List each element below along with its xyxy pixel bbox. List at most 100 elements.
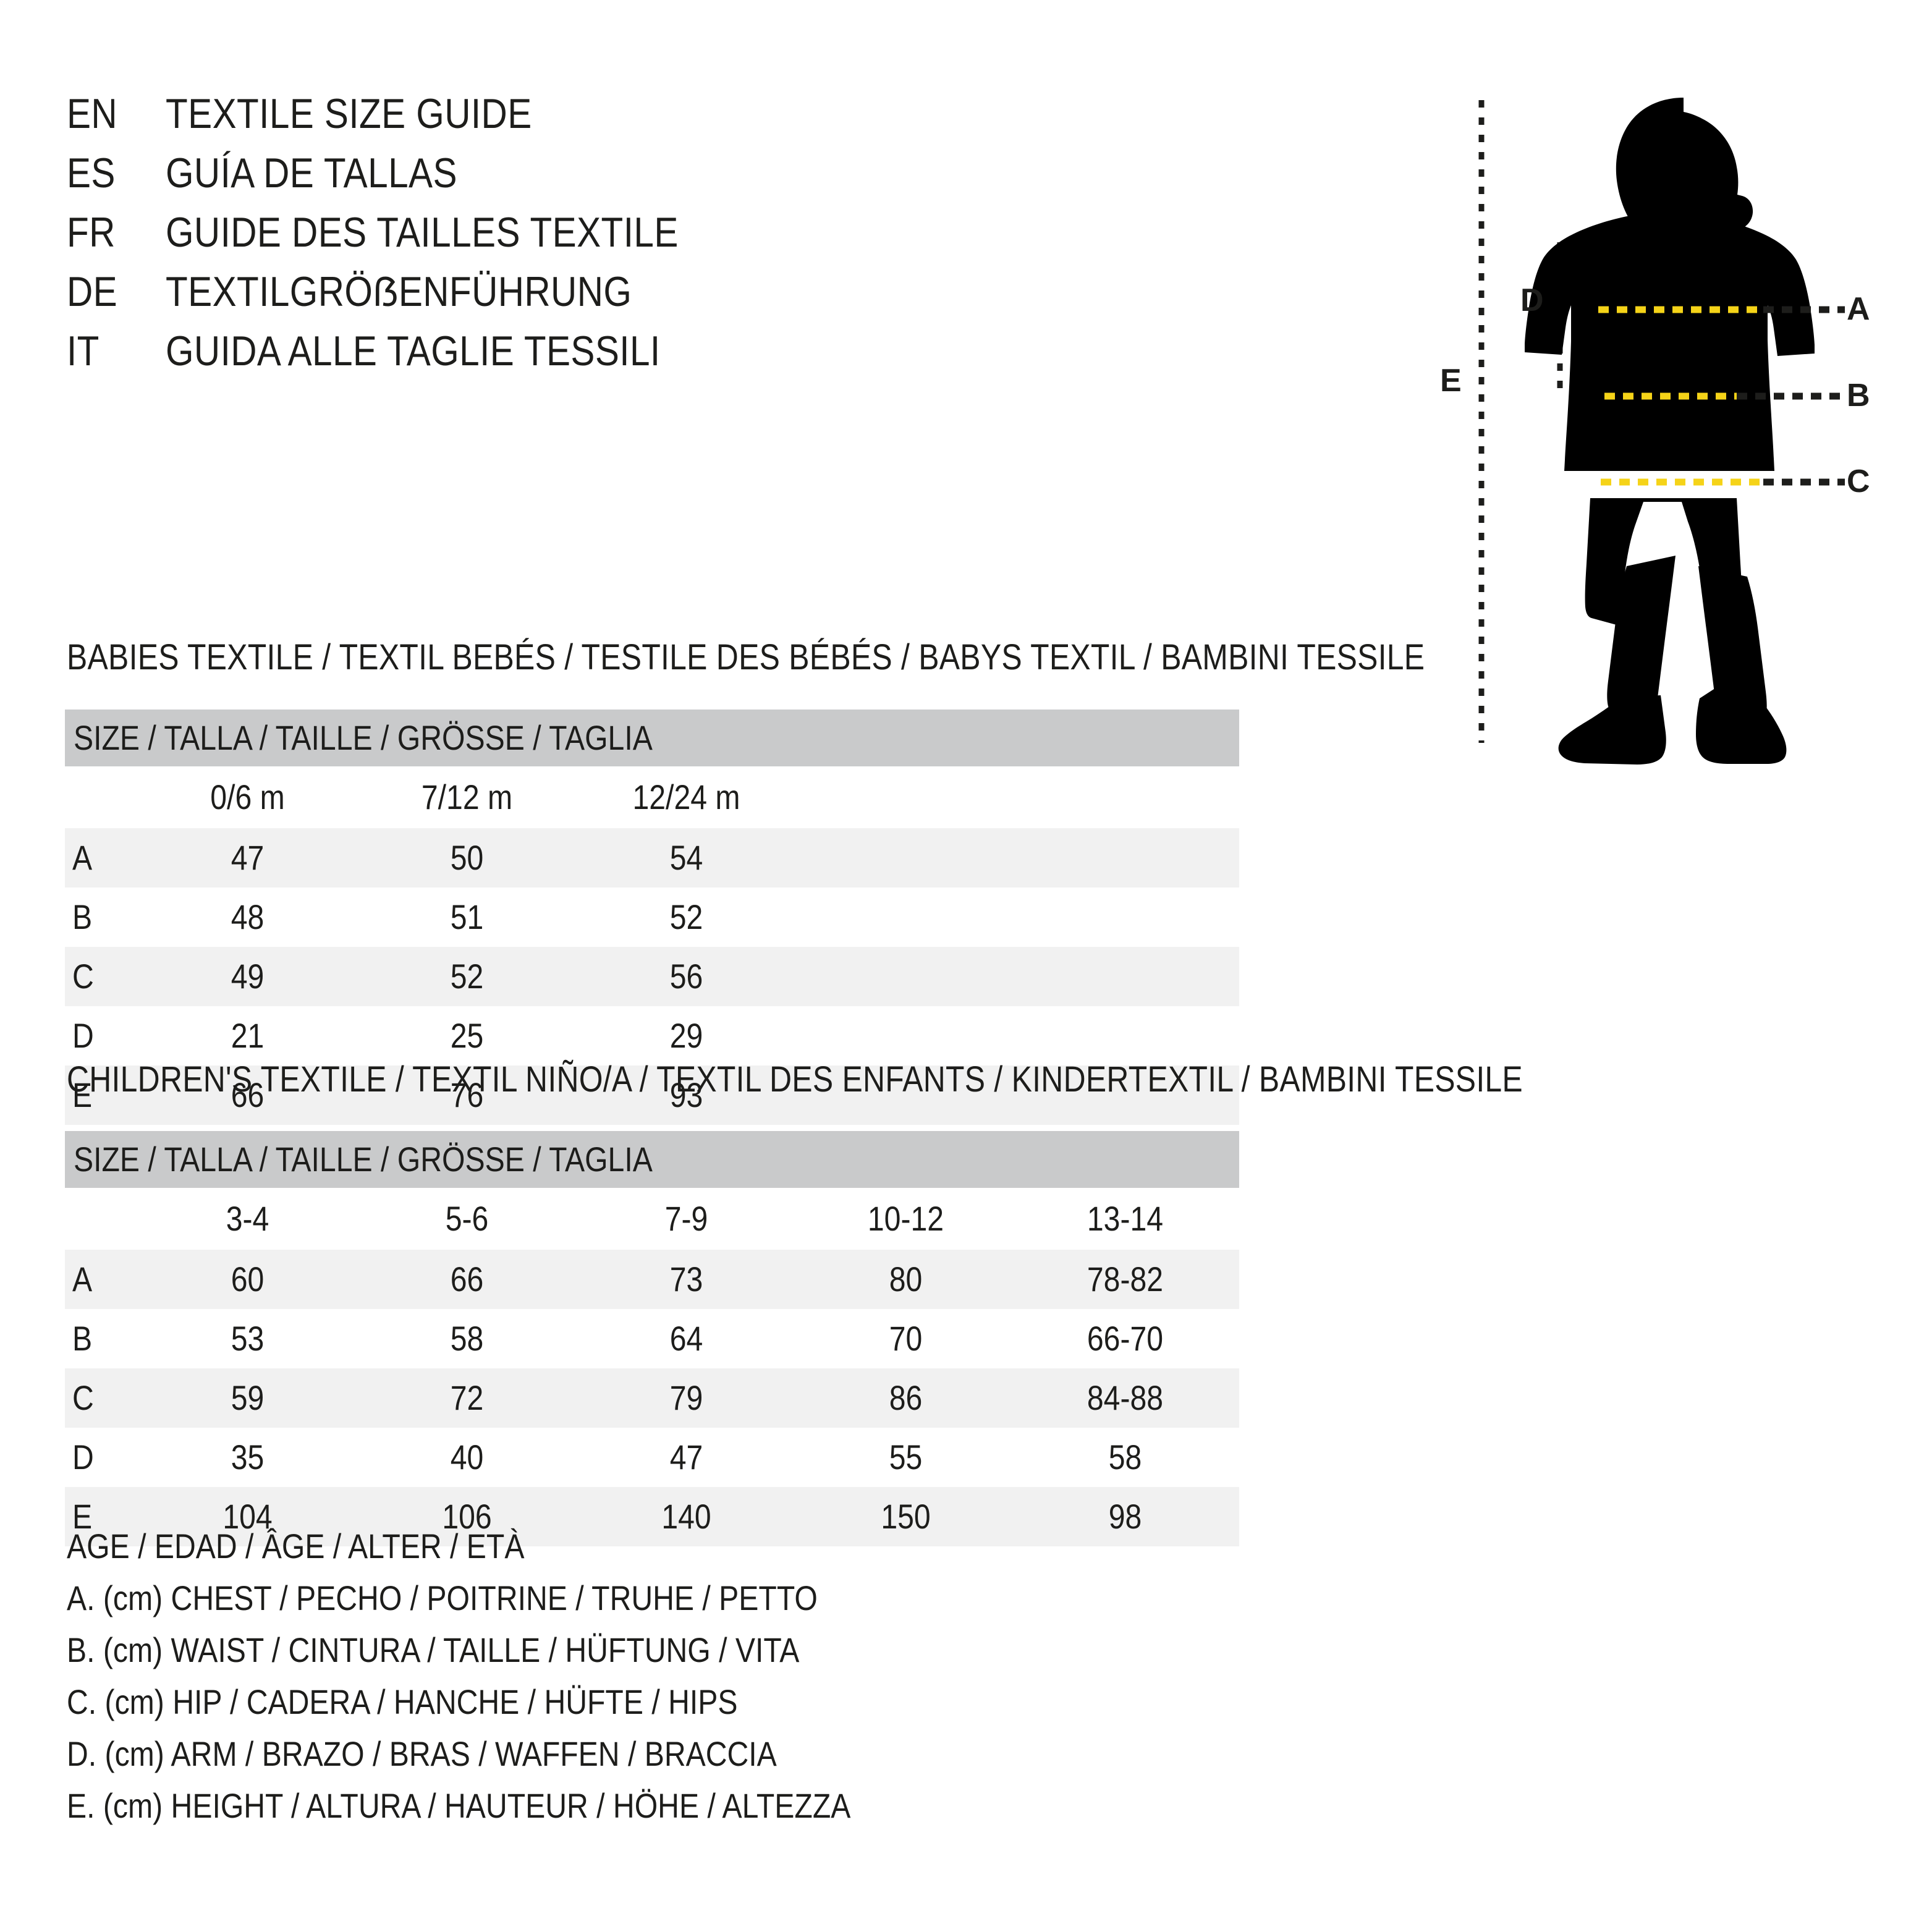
babies-column-header-1: 7/12 m bbox=[421, 777, 513, 816]
babies-cell-d-0: 21 bbox=[231, 1016, 265, 1055]
children-cell-d-2: 47 bbox=[669, 1438, 703, 1477]
children-size-table: SIZE / TALLA / TAILLE / GRÖSSE / TAGLIA … bbox=[65, 1131, 1239, 1546]
babies-cell-a-2: 54 bbox=[669, 838, 703, 877]
language-row-it: IT GUIDA ALLE TAGLIE TESSILI bbox=[67, 330, 994, 389]
children-row-label-c: C bbox=[72, 1378, 94, 1417]
children-column-header-row: 3-4 5-6 7-9 10-12 13-14 bbox=[65, 1188, 1239, 1250]
legend-text-a: A. (cm) CHEST / PECHO / POITRINE / TRUHE… bbox=[67, 1578, 818, 1617]
legend-text-d: D. (cm) ARM / BRAZO / BRAS / WAFFEN / BR… bbox=[67, 1734, 777, 1773]
language-code-it: IT bbox=[67, 328, 100, 375]
language-title-de: TEXTILGRÖẞENFÜHRUNG bbox=[166, 268, 632, 315]
table-row: A 47 50 54 bbox=[65, 828, 1239, 888]
children-cell-e-2: 140 bbox=[661, 1497, 711, 1536]
children-cell-c-2: 79 bbox=[669, 1378, 703, 1417]
table-row: C 49 52 56 bbox=[65, 947, 1239, 1006]
babies-cell-d-1: 25 bbox=[450, 1016, 484, 1055]
table-row: B 53 58 64 70 66-70 bbox=[65, 1309, 1239, 1368]
babies-size-table: SIZE / TALLA / TAILLE / GRÖSSE / TAGLIA … bbox=[65, 710, 1239, 1125]
dim-label-d: D bbox=[1520, 282, 1544, 318]
babies-cell-e-1: 76 bbox=[450, 1075, 484, 1114]
legend-line-e: E. (cm) HEIGHT / ALTURA / HAUTEUR / HÖHE… bbox=[67, 1780, 1056, 1832]
babies-row-label-d: D bbox=[72, 1016, 94, 1055]
babies-section-title: BABIES TEXTILE / TEXTIL BEBÉS / TESTILE … bbox=[67, 637, 1425, 677]
legend-line-d: D. (cm) ARM / BRAZO / BRAS / WAFFEN / BR… bbox=[67, 1728, 1056, 1780]
children-cell-e-3: 150 bbox=[881, 1497, 931, 1536]
table-row: E 66 76 93 bbox=[65, 1066, 1239, 1125]
table-row: C 59 72 79 86 84-88 bbox=[65, 1368, 1239, 1428]
children-row-label-b: B bbox=[72, 1319, 93, 1358]
language-title-en: TEXTILE SIZE GUIDE bbox=[166, 90, 532, 137]
babies-row-label-c: C bbox=[72, 957, 94, 996]
language-title-it: GUIDA ALLE TAGLIE TESSILI bbox=[166, 328, 661, 375]
language-row-fr: FR GUIDE DES TAILLES TEXTILE bbox=[67, 211, 994, 271]
children-cell-d-1: 40 bbox=[450, 1438, 484, 1477]
legend-text-e: E. (cm) HEIGHT / ALTURA / HAUTEUR / HÖHE… bbox=[67, 1786, 851, 1825]
children-table-header-label: SIZE / TALLA / TAILLE / GRÖSSE / TAGLIA bbox=[74, 1140, 653, 1179]
babies-table-header-label: SIZE / TALLA / TAILLE / GRÖSSE / TAGLIA bbox=[74, 718, 653, 757]
children-cell-c-3: 86 bbox=[889, 1378, 923, 1417]
table-row: B 48 51 52 bbox=[65, 888, 1239, 947]
language-code-es: ES bbox=[67, 150, 116, 197]
language-row-de: DE TEXTILGRÖẞENFÜHRUNG bbox=[67, 271, 994, 330]
children-cell-d-4: 58 bbox=[1108, 1438, 1142, 1477]
children-cell-b-4: 66-70 bbox=[1087, 1319, 1164, 1358]
measurement-legend: AGE / EDAD / ÂGE / ALTER / ETÀ A. (cm) C… bbox=[67, 1520, 1056, 1832]
children-cell-b-3: 70 bbox=[889, 1319, 923, 1358]
dim-label-c: C bbox=[1847, 464, 1870, 499]
language-title-es: GUÍA DE TALLAS bbox=[166, 150, 457, 197]
language-title-fr: GUIDE DES TAILLES TEXTILE bbox=[166, 209, 679, 256]
babies-column-header-2: 12/24 m bbox=[632, 777, 740, 816]
children-cell-a-3: 80 bbox=[889, 1260, 923, 1299]
language-code-fr: FR bbox=[67, 209, 116, 256]
child-silhouette-shape bbox=[1525, 98, 1815, 765]
children-cell-e-0: 104 bbox=[222, 1497, 273, 1536]
legend-text-age: AGE / EDAD / ÂGE / ALTER / ETÀ bbox=[67, 1527, 525, 1566]
dim-label-e: E bbox=[1440, 363, 1462, 399]
babies-column-header-row: 0/6 m 7/12 m 12/24 m bbox=[65, 766, 1239, 828]
children-section-title: CHILDREN'S TEXTILE / TEXTIL NIÑO/A / TEX… bbox=[67, 1059, 1523, 1099]
children-cell-e-4: 98 bbox=[1108, 1497, 1142, 1536]
babies-cell-b-2: 52 bbox=[669, 897, 703, 936]
legend-line-c: C. (cm) HIP / CADERA / HANCHE / HÜFTE / … bbox=[67, 1676, 1056, 1728]
children-table-header-bar: SIZE / TALLA / TAILLE / GRÖSSE / TAGLIA bbox=[65, 1131, 1239, 1188]
children-row-label-a: A bbox=[72, 1260, 93, 1299]
language-code-de: DE bbox=[67, 268, 118, 315]
language-row-en: EN TEXTILE SIZE GUIDE bbox=[67, 93, 994, 152]
babies-column-header-0: 0/6 m bbox=[210, 777, 285, 816]
babies-cell-a-0: 47 bbox=[231, 838, 265, 877]
babies-table-header-bar: SIZE / TALLA / TAILLE / GRÖSSE / TAGLIA bbox=[65, 710, 1239, 766]
legend-line-a: A. (cm) CHEST / PECHO / POITRINE / TRUHE… bbox=[67, 1572, 1056, 1624]
babies-row-label-a: A bbox=[72, 838, 93, 877]
children-cell-a-1: 66 bbox=[450, 1260, 484, 1299]
babies-cell-c-1: 52 bbox=[450, 957, 484, 996]
table-row: D 35 40 47 55 58 bbox=[65, 1428, 1239, 1487]
language-row-es: ES GUÍA DE TALLAS bbox=[67, 152, 994, 211]
child-silhouette-diagram bbox=[1478, 98, 1845, 765]
children-column-header-2: 7-9 bbox=[664, 1199, 708, 1238]
children-cell-b-2: 64 bbox=[669, 1319, 703, 1358]
children-column-header-3: 10-12 bbox=[867, 1199, 944, 1238]
children-cell-b-0: 53 bbox=[231, 1319, 265, 1358]
babies-row-label-b: B bbox=[72, 897, 93, 936]
table-row: D 21 25 29 bbox=[65, 1006, 1239, 1066]
children-cell-c-1: 72 bbox=[450, 1378, 484, 1417]
children-row-label-e: E bbox=[72, 1497, 93, 1536]
dim-label-b: B bbox=[1847, 378, 1870, 413]
children-cell-d-0: 35 bbox=[231, 1438, 265, 1477]
children-column-header-4: 13-14 bbox=[1087, 1199, 1164, 1238]
legend-text-c: C. (cm) HIP / CADERA / HANCHE / HÜFTE / … bbox=[67, 1682, 738, 1721]
legend-line-b: B. (cm) WAIST / CINTURA / TAILLE / HÜFTU… bbox=[67, 1624, 1056, 1676]
dim-label-a: A bbox=[1847, 291, 1870, 327]
children-column-header-1: 5-6 bbox=[445, 1199, 489, 1238]
children-cell-a-4: 78-82 bbox=[1087, 1260, 1164, 1299]
babies-cell-e-2: 93 bbox=[669, 1075, 703, 1114]
children-cell-b-1: 58 bbox=[450, 1319, 484, 1358]
legend-text-b: B. (cm) WAIST / CINTURA / TAILLE / HÜFTU… bbox=[67, 1630, 800, 1669]
legend-line-age: AGE / EDAD / ÂGE / ALTER / ETÀ bbox=[67, 1520, 1056, 1572]
babies-cell-d-2: 29 bbox=[669, 1016, 703, 1055]
babies-cell-b-0: 48 bbox=[231, 897, 265, 936]
children-cell-c-4: 84-88 bbox=[1087, 1378, 1164, 1417]
children-row-label-d: D bbox=[72, 1438, 94, 1477]
children-cell-a-2: 73 bbox=[669, 1260, 703, 1299]
babies-cell-c-2: 56 bbox=[669, 957, 703, 996]
